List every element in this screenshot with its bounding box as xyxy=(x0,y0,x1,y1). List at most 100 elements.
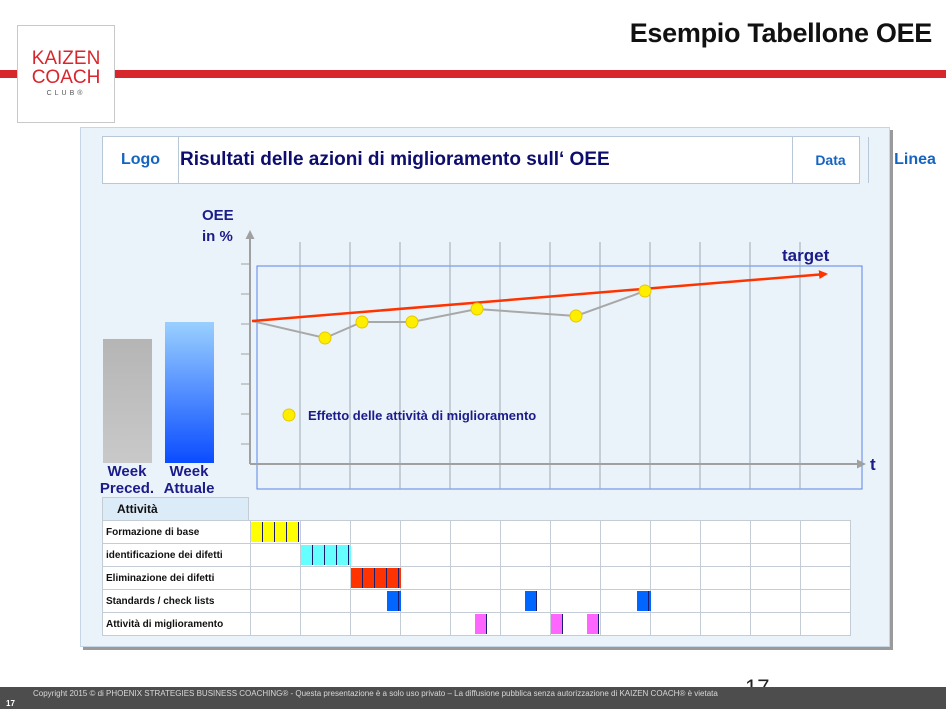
activity-week-cell xyxy=(400,520,451,544)
activity-week-cell xyxy=(800,589,851,613)
activity-week-cell xyxy=(400,589,451,613)
activity-week-cell xyxy=(300,612,351,636)
bar-week-attuale xyxy=(165,322,214,463)
activity-week-cell xyxy=(500,589,551,613)
activity-week-cell xyxy=(250,589,301,613)
activity-week-cell xyxy=(500,566,551,590)
footer-copyright: Copyright 2015 © di PHOENIX STRATEGIES B… xyxy=(33,689,718,698)
improvement-point xyxy=(470,302,484,316)
header-data-cell: Data xyxy=(793,137,869,183)
bar-label-curr-line-1: Week xyxy=(169,463,209,480)
header-red-bar xyxy=(0,70,946,78)
activity-label: Standards / check lists xyxy=(102,589,251,613)
activity-week-cell xyxy=(800,566,851,590)
activity-label: Attività di miglioramento xyxy=(102,612,251,636)
x-axis-label: t xyxy=(870,455,876,474)
bar-label-curr-line-2: Attuale xyxy=(163,480,215,497)
activity-bar xyxy=(351,568,411,588)
activity-bar xyxy=(251,522,299,542)
activity-week-cell xyxy=(400,566,451,590)
activity-bar xyxy=(301,545,361,565)
slide-title: Esempio Tabellone OEE xyxy=(629,18,933,48)
activity-week-cell xyxy=(300,566,351,590)
bar-label-week-preced: Week Preced. xyxy=(96,463,158,497)
activity-week-cell xyxy=(700,612,751,636)
activity-week-cell xyxy=(750,612,801,636)
activity-week-cell xyxy=(300,543,361,567)
footer-page-number: 17 xyxy=(6,699,15,708)
activity-week-cell xyxy=(450,520,501,544)
improvement-point xyxy=(638,284,652,298)
header-linea-cell: Linea xyxy=(894,151,936,168)
legend-label: Effetto delle attività di miglioramento xyxy=(308,408,537,423)
bar-label-prev-line-2: Preced. xyxy=(99,480,155,497)
activity-week-cell xyxy=(650,566,701,590)
activities-gantt: Formazione di base identificazione dei di… xyxy=(102,520,851,636)
activity-week-cell xyxy=(750,566,801,590)
activity-week-cell xyxy=(750,589,801,613)
activity-week-cell xyxy=(500,612,551,636)
activity-week-cell xyxy=(600,612,651,636)
improvement-points xyxy=(318,284,652,345)
activity-week-cell xyxy=(250,520,301,544)
activity-week-cell xyxy=(550,543,601,567)
activity-bar xyxy=(475,614,487,634)
activity-row: Formazione di base xyxy=(102,520,851,544)
logo-line-2: COACH xyxy=(31,67,101,88)
improvement-point xyxy=(355,315,369,329)
activity-week-cell xyxy=(750,543,801,567)
activity-week-cell xyxy=(750,520,801,544)
activity-week-cell xyxy=(400,543,451,567)
activity-bar xyxy=(525,591,537,611)
activity-week-cell xyxy=(350,543,401,567)
header-logo-cell: Logo xyxy=(103,137,179,183)
activity-week-cell xyxy=(600,520,651,544)
activity-week-cell xyxy=(450,566,501,590)
activity-week-cell xyxy=(600,543,651,567)
activity-row: Eliminazione dei difetti xyxy=(102,566,851,590)
activity-week-cell xyxy=(550,589,601,613)
activity-week-cell xyxy=(350,589,447,613)
activity-label: identificazione dei difetti xyxy=(102,543,251,567)
activity-week-cell xyxy=(250,543,301,567)
activity-row: Attività di miglioramento xyxy=(102,612,851,636)
activity-week-cell xyxy=(450,543,501,567)
board-header-row: Logo Risultati delle azioni di miglioram… xyxy=(102,136,936,184)
improvement-point xyxy=(569,309,583,323)
activity-week-cell xyxy=(550,566,601,590)
activities-header: Attività xyxy=(102,497,249,520)
oee-trend-line xyxy=(251,290,646,340)
activity-week-cell xyxy=(250,566,301,590)
activity-week-cell xyxy=(650,520,701,544)
activity-week-cell xyxy=(550,612,601,636)
activity-week-cell xyxy=(800,543,851,567)
activity-week-cell xyxy=(350,612,401,636)
chart-y-ticks xyxy=(241,263,250,445)
activity-week-cell xyxy=(350,520,401,544)
activity-week-cell xyxy=(700,566,751,590)
activity-week-cell xyxy=(700,589,751,613)
activity-week-cell xyxy=(800,612,851,636)
activity-week-cell xyxy=(250,612,301,636)
activity-week-cell xyxy=(650,543,701,567)
activity-week-cell xyxy=(700,520,751,544)
improvement-point xyxy=(318,331,332,345)
activity-bar xyxy=(551,614,563,634)
activity-week-cell xyxy=(500,543,551,567)
kaizen-coach-logo: KAIZEN COACH CLUB® xyxy=(17,25,115,123)
activity-label: Eliminazione dei difetti xyxy=(102,566,251,590)
target-label: target xyxy=(782,246,830,265)
activity-bar xyxy=(587,614,599,634)
activity-week-cell xyxy=(400,612,451,636)
chart-grid-verticals xyxy=(299,242,801,489)
legend-point-icon xyxy=(282,408,296,422)
footer-bar xyxy=(0,687,946,709)
activity-week-cell xyxy=(450,589,501,613)
activity-week-cell xyxy=(350,566,411,590)
bar-week-preced xyxy=(103,339,152,463)
activity-week-cell xyxy=(300,520,351,544)
logo-line-3: CLUB® xyxy=(46,90,86,97)
target-arrow xyxy=(251,270,828,323)
logo-line-1: KAIZEN xyxy=(31,48,101,69)
bar-label-prev-line-1: Week xyxy=(107,463,147,480)
